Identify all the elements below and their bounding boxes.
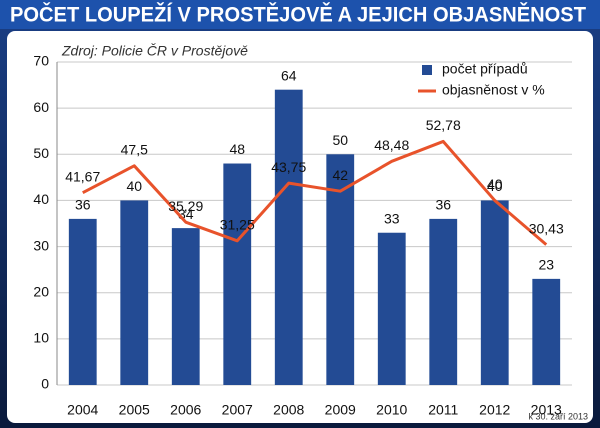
- y-tick-label: 70: [33, 53, 49, 69]
- legend-label: objasněnost v %: [442, 82, 545, 98]
- y-tick-label: 60: [33, 99, 49, 115]
- y-tick-label: 10: [33, 330, 49, 346]
- x-tick-label: 2007: [222, 402, 253, 418]
- line-value-label: 47,5: [121, 142, 148, 158]
- bar-value-label: 23: [538, 257, 554, 273]
- line-value-label: 40: [487, 176, 503, 192]
- bar: [274, 89, 303, 385]
- bar: [326, 154, 355, 385]
- x-tick-label: 2012: [479, 402, 510, 418]
- bar: [120, 200, 149, 385]
- line-value-label: 52,78: [426, 117, 461, 133]
- line-value-label: 43,75: [271, 159, 306, 175]
- line-value-label: 42: [332, 167, 348, 183]
- x-tick-label: 2004: [67, 402, 98, 418]
- footnote: k 30. září 2013: [528, 411, 588, 421]
- bar-value-label: 40: [126, 178, 142, 194]
- title-bar: [0, 0, 600, 29]
- x-tick-label: 2006: [170, 402, 201, 418]
- bar: [68, 218, 97, 385]
- subtitle: Zdroj: Policie ČR v Prostějově: [61, 43, 248, 59]
- x-tick-label: 2005: [119, 402, 150, 418]
- legend-label: počet případů: [442, 61, 528, 77]
- y-tick-label: 50: [33, 145, 49, 161]
- bar-value-label: 50: [332, 132, 348, 148]
- bar: [223, 163, 252, 385]
- line-value-label: 41,67: [65, 168, 100, 184]
- x-tick-label: 2009: [325, 402, 356, 418]
- x-tick-label: 2010: [376, 402, 407, 418]
- x-tick-label: 2008: [273, 402, 304, 418]
- y-tick-label: 20: [33, 283, 49, 299]
- chart-title: POČET LOUPEŽÍ V PROSTĚJOVĚ A JEJICH OBJA…: [10, 3, 586, 27]
- line-value-label: 48,48: [374, 137, 409, 153]
- bar-value-label: 40: [487, 178, 503, 194]
- y-tick-label: 40: [33, 191, 49, 207]
- y-tick-label: 30: [33, 237, 49, 253]
- bar: [429, 218, 458, 385]
- bar-value-label: 33: [384, 210, 400, 226]
- bar: [377, 232, 406, 385]
- bar-value-label: 48: [229, 141, 245, 157]
- line-value-label: 31,25: [220, 217, 255, 233]
- x-tick-label: 2011: [428, 402, 458, 418]
- x-tick-label: 2013: [531, 402, 562, 418]
- bar-value-label: 36: [435, 197, 451, 213]
- bar-value-label: 36: [75, 197, 91, 213]
- line: [82, 139, 548, 246]
- bar-value-label: 64: [281, 67, 297, 83]
- bar: [532, 278, 561, 385]
- legend-swatch: [422, 65, 432, 75]
- line-value-label: 30,43: [529, 220, 564, 236]
- bar: [171, 228, 200, 385]
- line-value-label: 35,29: [168, 198, 203, 214]
- bar: [480, 200, 509, 385]
- y-tick-label: 0: [41, 376, 49, 392]
